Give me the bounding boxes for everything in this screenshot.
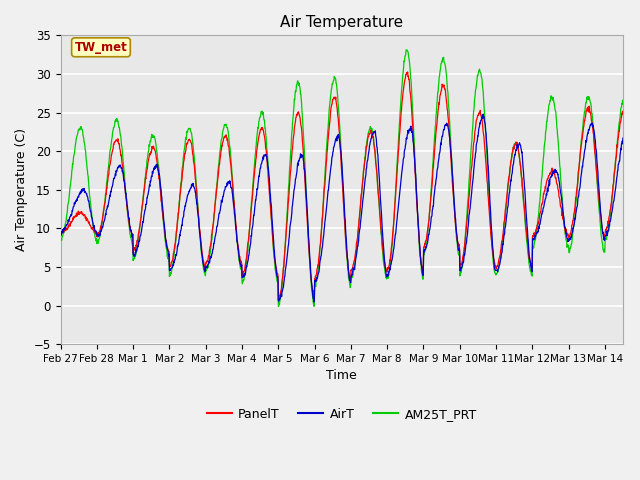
Legend: PanelT, AirT, AM25T_PRT: PanelT, AirT, AM25T_PRT: [202, 403, 482, 426]
X-axis label: Time: Time: [326, 370, 357, 383]
Text: TW_met: TW_met: [75, 41, 127, 54]
Title: Air Temperature: Air Temperature: [280, 15, 403, 30]
Y-axis label: Air Temperature (C): Air Temperature (C): [15, 128, 28, 251]
